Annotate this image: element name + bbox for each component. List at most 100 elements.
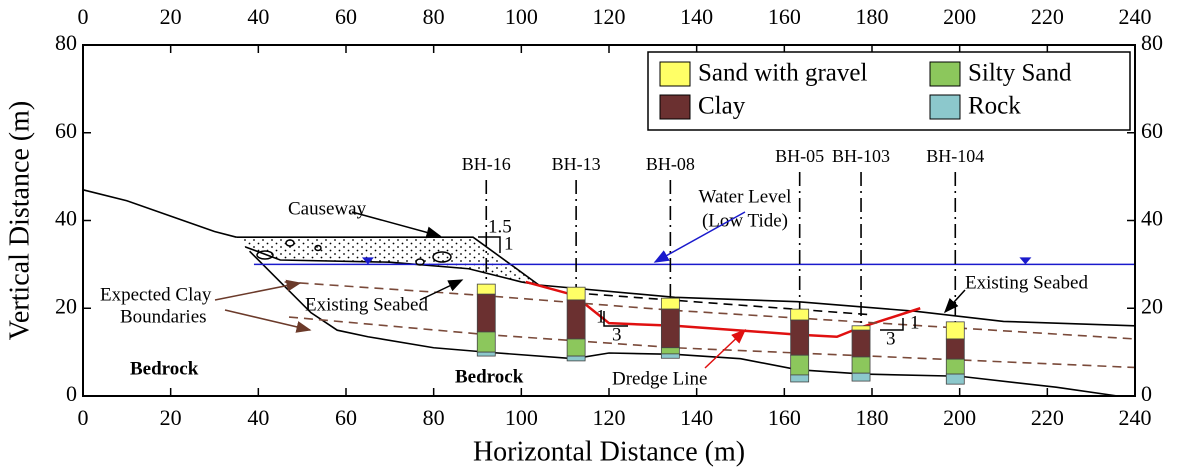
y-tick-label: 0 [66,381,77,406]
x-tick-label: 80 [423,405,445,430]
x-tick-label: 40 [247,405,269,430]
annotation: Water Level [699,186,792,207]
x-tick-label: 140 [680,4,713,29]
annotation: Existing Seabed [305,294,428,315]
water-marker [1019,257,1032,265]
soil-layer [566,338,586,357]
arrow [214,279,302,301]
x-tick-label: 180 [856,4,889,29]
soil-layer [851,325,871,331]
soil-layer [851,372,871,382]
borehole-label: BH-103 [832,146,890,166]
annotation: Boundaries [120,306,207,327]
x-tick-label: 220 [1031,4,1064,29]
borehole-label: BH-16 [462,154,511,174]
borehole-label: BH-08 [646,154,695,174]
x-tick-label: 180 [856,405,889,430]
soil-layer [851,329,871,358]
soil-layer [851,356,871,374]
legend-swatch [929,94,961,120]
stone [285,239,295,247]
soil-layer [945,373,965,385]
x-tick-label: 160 [768,405,801,430]
x-tick-label: 60 [335,4,357,29]
profile-line [573,292,873,316]
x-tick-label: 100 [505,405,538,430]
stone [432,251,452,263]
annotation: 1 [504,233,514,254]
legend-swatch [929,61,961,87]
annotation: Existing Seabed [965,272,1088,293]
x-tick-label: 200 [943,4,976,29]
soil-layer [566,299,586,340]
y-tick-label: 40 [55,206,77,231]
soil-layer [566,355,586,362]
x-tick-label: 200 [943,405,976,430]
legend-box [647,51,1131,131]
x-tick-label: 0 [78,405,89,430]
legend-label: Clay [698,93,746,120]
arrow [704,328,747,369]
annotation: Causeway [288,198,367,219]
x-tick-label: 120 [593,4,626,29]
legend-label: Sand with gravel [698,60,867,87]
water-marker [361,257,374,265]
soil-layer [945,358,965,375]
annotation: 3 [612,324,622,345]
legend-swatch [659,61,691,87]
soil-layer [476,293,496,333]
annotation: Bedrock [130,358,199,379]
borehole-label: BH-104 [926,146,984,166]
arrow [224,309,312,333]
x-tick-label: 20 [160,405,182,430]
y-tick-label: 40 [1141,206,1163,231]
soil-layer [790,319,810,356]
x-tick-label: 80 [423,4,445,29]
stone [256,250,274,260]
stone [314,244,322,252]
profile-line [249,250,1118,397]
x-tick-label: 240 [1119,4,1152,29]
plot-area: BH-16 BH-13 BH-08 BH-05 BH-103 BH-10400202040… [4,4,1163,467]
x-tick-label: 0 [78,4,89,29]
y-tick-label: 80 [1141,30,1163,55]
soil-layer [790,308,810,321]
arrow [419,279,464,301]
y-axis-title: Vertical Distance (m) [4,101,35,340]
x-tick-label: 20 [160,4,182,29]
arrow [943,289,966,314]
x-tick-label: 100 [505,4,538,29]
slope-triangle [478,236,501,253]
annotation: Bedrock [455,366,524,387]
slope-triangle [603,311,628,327]
soil-layer [566,286,586,301]
soil-layer [945,338,965,360]
x-tick-label: 60 [335,405,357,430]
borehole-label: BH-05 [775,146,824,166]
soil-layer [945,321,965,340]
x-tick-label: 120 [593,405,626,430]
arrow [653,211,746,263]
soil-layer [660,347,680,355]
annotation-arrows [214,211,966,369]
x-tick-label: 240 [1119,405,1152,430]
slope-triangle [880,318,904,331]
borehole-label: BH-13 [552,154,601,174]
x-tick-label: 40 [247,4,269,29]
profile-line [236,236,540,286]
y-tick-label: 80 [55,30,77,55]
annotation: Expected Clay [100,284,212,305]
arrow [351,211,442,239]
annotation: 3 [886,328,896,349]
soil-layer [476,351,496,357]
legend-label: Rock [968,93,1021,120]
causeway-fill [236,237,539,285]
x-axis-title: Horizontal Distance (m) [473,436,745,467]
y-tick-label: 60 [55,118,77,143]
x-tick-label: 160 [768,4,801,29]
annotation: 1 [596,306,606,327]
soil-layer [790,374,810,383]
annotation: 1.5 [488,216,512,237]
y-tick-label: 60 [1141,118,1163,143]
